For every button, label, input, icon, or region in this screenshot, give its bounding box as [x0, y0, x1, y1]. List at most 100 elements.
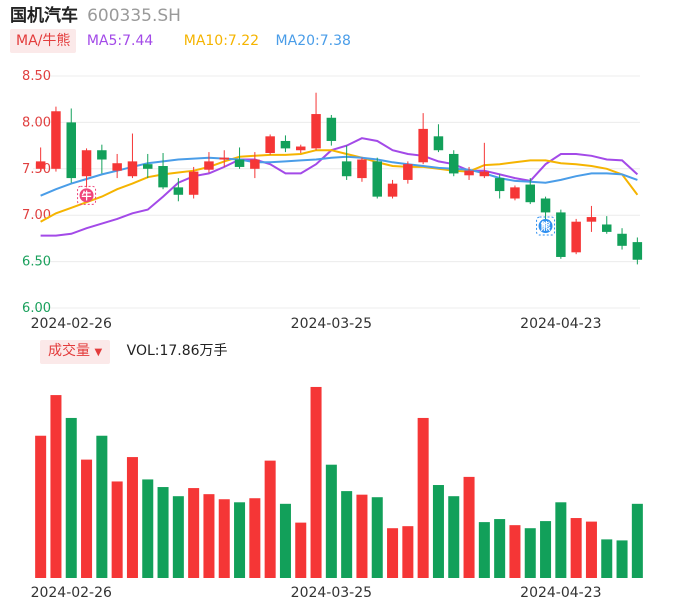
volume-bar: [601, 539, 613, 578]
candle: [280, 135, 291, 153]
volume-bar: [402, 526, 414, 578]
candle: [35, 147, 46, 171]
candle-body: [510, 187, 520, 199]
ma10-label: MA10:7.22: [183, 33, 260, 49]
ma20-label: MA20:7.38: [275, 33, 351, 49]
candle-body: [341, 161, 352, 177]
ma-legend: MA/牛熊 MA5:7.44 MA10:7.22 MA20:7.38: [10, 29, 351, 53]
candle: [66, 108, 76, 183]
volume-bar: [218, 499, 230, 578]
candle: [158, 153, 168, 190]
x-tick-label: 2024-04-23: [520, 316, 601, 332]
candle: [449, 150, 459, 177]
candle-body: [433, 136, 444, 151]
candle: [403, 161, 413, 184]
candle-body: [617, 233, 627, 246]
candle: [510, 185, 520, 201]
candle: [433, 124, 444, 153]
volume-bars: [35, 386, 643, 578]
candle-body: [326, 117, 337, 141]
volume-bar: [448, 496, 460, 578]
candle: [602, 216, 612, 234]
x-tick-label: 2024-02-26: [31, 585, 112, 601]
candle-body: [296, 146, 306, 151]
candle-body: [387, 183, 398, 197]
marker-badge: [538, 219, 553, 234]
ma-lines: [40, 137, 639, 237]
candle: [311, 92, 321, 151]
x-tick-label: 2024-04-23: [520, 585, 601, 601]
stock-name: 国机汽车: [10, 6, 78, 26]
candle: [556, 209, 566, 259]
candle: [51, 106, 61, 172]
candle-body: [112, 163, 122, 171]
candle-body: [143, 164, 153, 169]
price-grid: [33, 75, 640, 309]
candle: [479, 142, 490, 179]
candle: [97, 144, 107, 174]
candle: [525, 178, 535, 205]
candle: [372, 157, 382, 199]
candle-body: [127, 161, 138, 177]
candle: [494, 174, 505, 199]
volume-bar: [631, 503, 643, 578]
candle: [204, 152, 214, 173]
volume-button-label: 成交量: [48, 343, 90, 359]
candle: [418, 113, 428, 165]
candle: [127, 133, 138, 179]
bear-marker: 熊: [536, 216, 556, 236]
volume-indicator-button[interactable]: 成交量 ▼: [40, 340, 111, 364]
volume-legend: 成交量 ▼ VOL:17.86万手: [40, 340, 228, 364]
candle: [112, 153, 122, 179]
ma-indicator-button[interactable]: MA/牛熊: [10, 29, 77, 53]
volume-bar: [310, 386, 322, 578]
candle-body: [35, 161, 46, 169]
marker-label: 熊: [541, 220, 551, 233]
volume-bar: [126, 457, 138, 578]
volume-bar: [264, 460, 276, 578]
candle-body: [265, 136, 275, 154]
ma10-line: [40, 149, 639, 223]
candle: [265, 134, 275, 155]
candle-body: [494, 178, 505, 192]
candle-body: [571, 221, 581, 253]
volume-bar: [494, 519, 506, 578]
candle-body: [602, 224, 612, 232]
candle-body: [449, 153, 459, 174]
volume-bar: [585, 521, 597, 578]
candle-body: [403, 164, 413, 180]
volume-bar: [417, 417, 429, 578]
ma5-label: MA5:7.44: [86, 33, 154, 49]
candle-body: [97, 150, 107, 160]
volume-bar: [432, 485, 444, 578]
y-tick-label: 6.00: [22, 301, 51, 316]
candle: [464, 166, 474, 180]
candle: [173, 178, 184, 202]
volume-bar: [555, 502, 567, 578]
candle-body: [632, 242, 643, 260]
bull-marker: 牛: [77, 185, 97, 205]
candle-body: [250, 159, 260, 169]
candle-body: [540, 198, 551, 213]
candle-body: [372, 161, 382, 197]
y-tick-label: 6.50: [22, 255, 51, 270]
candle-body: [556, 212, 566, 257]
candle: [250, 152, 260, 179]
candle-body: [219, 157, 229, 160]
candle-body: [234, 159, 245, 167]
marker-frame: [77, 185, 97, 205]
candlesticks: [35, 92, 643, 265]
candle-body: [311, 114, 321, 149]
candle-body: [173, 187, 184, 195]
marker-frame: [536, 216, 556, 236]
volume-bar: [341, 491, 353, 578]
volume-bar: [234, 502, 246, 578]
volume-bar: [279, 503, 291, 578]
candle-body: [418, 128, 428, 163]
volume-bar: [524, 528, 536, 578]
candle-body: [525, 184, 535, 203]
volume-bar: [616, 540, 628, 578]
x-tick-label: 2024-02-26: [31, 316, 112, 332]
volume-bar: [509, 525, 521, 578]
